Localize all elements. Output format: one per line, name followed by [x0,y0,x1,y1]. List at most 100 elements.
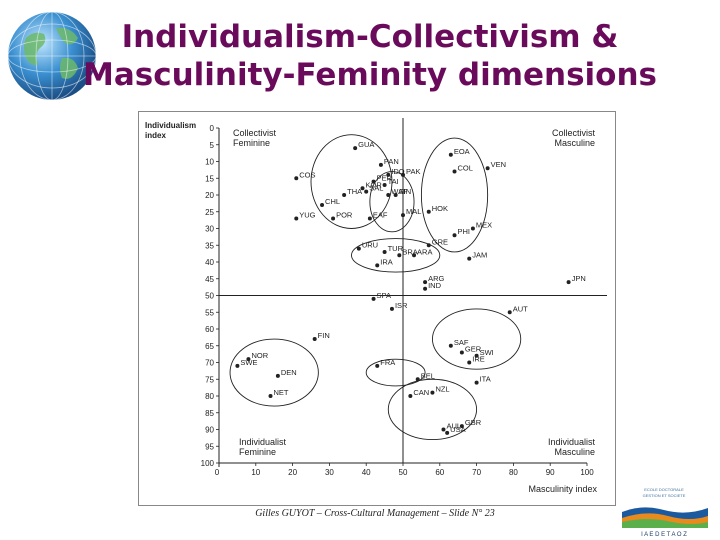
quadrant-label: Individualist [239,437,287,447]
y-tick-label: 90 [205,426,214,435]
data-point-label: FIN [318,331,330,340]
chart-panel: 0 5 10 15 20 25 30 35 40 45 50 55 60 65 70 75 80 85 90 95 10… [138,111,616,506]
quadrant-label: Individualist [548,437,596,447]
data-point [401,172,405,177]
data-point [294,176,299,181]
quadrant-label: Masculine [554,138,595,148]
data-point-label: HOK [432,204,448,213]
x-axis-title: Masculinity index [528,484,597,494]
x-tick-label: 80 [509,468,518,477]
data-point-label: USA [450,425,465,434]
data-point [342,193,347,197]
data-point [360,186,365,191]
data-point-label: PAK [406,167,420,176]
data-point [320,203,325,208]
data-point [294,216,299,221]
y-tick-label: 85 [205,409,214,418]
y-tick-label: 70 [205,359,214,368]
data-point-label: MAL [406,207,421,216]
data-point-label: EOA [454,147,470,156]
data-point-label: SWI [480,348,494,357]
data-point [393,193,398,197]
x-tick-label: 100 [580,468,594,477]
data-point-label: EAF [373,210,388,219]
data-point [356,246,361,251]
data-point-label: ITA [480,375,491,384]
data-point-label: GUA [358,140,374,149]
data-point [378,162,383,167]
data-point-label: ARG [428,274,444,283]
cluster-outline [420,137,489,253]
title-line-2: Masculinity-Feminity dimensions [83,57,657,93]
y-tick-label: 45 [205,275,214,284]
data-point [312,337,317,342]
data-point-label: THA [347,187,362,196]
data-point-label: ISR [395,301,408,310]
data-point [371,179,376,184]
data-point [470,226,475,231]
data-point-label: GER [465,344,482,353]
svg-text:GESTION ET SOCIETE: GESTION ET SOCIETE [643,493,686,498]
school-logo-icon: ECOLE DOCTORALE GESTION ET SOCIETE I A E… [622,487,708,538]
data-point [401,213,405,218]
data-point-label: IDO [391,167,405,176]
data-point-label: PER [377,174,393,183]
data-point-label: CAN [413,388,429,397]
data-point [459,424,464,429]
quadrant-label: Feminine [239,447,276,457]
data-point [448,343,453,348]
data-point [386,193,391,197]
data-point-label: COL [458,164,473,173]
footer-text: Gilles GUYOT – Cross-Cultural Management… [255,508,495,519]
data-point-label: YUG [299,210,315,219]
y-tick-label: 15 [205,174,214,183]
x-tick-label: 20 [288,468,297,477]
data-point-label: NOR [251,351,268,360]
x-tick-label: 70 [472,468,481,477]
data-point [382,249,387,254]
y-tick-label: 35 [205,241,214,250]
data-point [445,430,450,435]
y-tick-label: 100 [201,459,215,468]
y-tick-label: 80 [205,392,214,401]
cluster-outline [229,338,319,407]
data-point [566,280,571,285]
data-point [423,280,428,285]
data-point [375,263,380,268]
data-point-label: NZL [435,385,449,394]
data-point [459,350,464,355]
data-point-label: SAF [454,338,469,347]
scatter-chart: 0 5 10 15 20 25 30 35 40 45 50 55 60 65 70 75 80 85 90 95 10… [145,118,607,494]
data-point [364,189,369,194]
data-point-label: GRE [432,237,448,246]
data-point [375,363,380,368]
data-point [423,286,428,291]
logo-text: I A E D E T A O Z [641,532,687,538]
quadrant-label: Feminine [233,138,270,148]
data-point [275,373,280,378]
data-point-label: SAL [369,184,383,193]
x-tick-label: 0 [215,468,220,477]
data-point [367,216,372,221]
data-point [397,253,402,258]
data-point [389,306,394,311]
data-point [353,146,358,151]
cluster-outline [369,171,415,233]
cluster-outline [387,378,478,440]
data-point [371,296,376,301]
data-point [382,182,387,187]
svg-text:ECOLE DOCTORALE: ECOLE DOCTORALE [644,487,684,492]
data-point-label: NET [274,388,289,397]
data-point [426,243,431,248]
data-point-label: WAF [391,187,408,196]
slide-title: Individualism-Collectivism & Masculinity… [40,18,700,94]
data-point [386,172,391,177]
y-axis-title: index [145,131,166,140]
x-tick-label: 10 [251,468,260,477]
data-point [430,390,435,395]
data-point-label: ARA [417,247,432,256]
x-tick-label: 50 [399,468,408,477]
data-point-label: BRA [402,247,417,256]
data-point-label: AUT [513,304,528,313]
data-point-label: GBR [465,418,482,427]
